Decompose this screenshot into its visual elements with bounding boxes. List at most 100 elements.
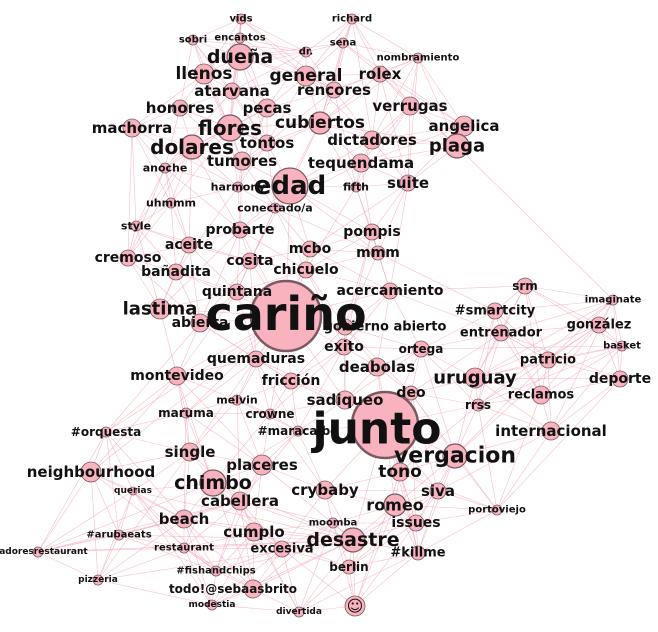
edge-cubiertos-fifth (319, 122, 357, 188)
edge-fishandchips-modestia (211, 570, 217, 606)
node-quemaduras (247, 350, 265, 368)
edge-encantos-sobri (192, 37, 241, 41)
edge-rencores-tontos (266, 89, 335, 144)
edge-beach-pradores (37, 518, 185, 553)
node-label-abierta: abierta (172, 315, 229, 331)
edge-berlin-excesiva (281, 548, 350, 568)
node-edad (271, 167, 309, 205)
edge-basket-reclamos (540, 345, 623, 396)
edge-acercamiento-mcbo (309, 248, 391, 292)
node-uhmmm (165, 197, 177, 209)
edge-nombramiento-richard (351, 18, 419, 59)
edge-cremoso-uhmmm (127, 202, 172, 259)
node-label-reclamos: reclamos (508, 388, 575, 403)
edge-romeo-smiley (354, 504, 396, 607)
node-encantos (234, 32, 246, 44)
edge-exito-friccion (290, 346, 345, 382)
node-crybaby (315, 480, 335, 500)
edge-reclamos-rrss (477, 394, 542, 406)
node-label-beach: beach (159, 510, 210, 528)
node-gabierto (336, 318, 354, 336)
edge-basket-rrss (477, 345, 623, 406)
edge-cubiertos-nombramiento (319, 57, 419, 124)
edge-orquesta-querias (105, 431, 134, 492)
edge-fifth-verrugas (355, 105, 411, 188)
edge-desastre-pradores (37, 539, 354, 553)
edge-chicuelo-probarte (239, 229, 307, 271)
edge-cabellera-melvin (236, 399, 241, 502)
node-label-suite: suite (387, 174, 429, 192)
edge-deo-siva (410, 392, 439, 492)
node-deabolas (367, 357, 387, 377)
node-label-crowne: crowne (245, 407, 294, 421)
edge-plaga-tequendama (360, 145, 458, 164)
edge-anoche-harmony (164, 167, 239, 188)
edge-berlin-siva (348, 490, 439, 568)
edge-anoche-honores (164, 107, 181, 169)
node-aceite (180, 236, 198, 254)
edge-pecas-tumores (241, 107, 268, 162)
edge-harmony-tontos (237, 142, 268, 188)
edge-excesiva-modestia (211, 548, 283, 606)
edge-atarvana-general (231, 75, 307, 92)
node-label-uruguay: uruguay (433, 368, 517, 389)
node-sadiqueo (335, 390, 355, 410)
node-suite (399, 174, 417, 192)
edge-exito-ortega (343, 346, 422, 350)
node-moomba (327, 517, 339, 529)
node-uruguay (464, 367, 486, 389)
node-lastima (149, 298, 171, 320)
node-smiley (344, 595, 366, 617)
edge-duena-tontos (239, 56, 268, 144)
edge-dr-richard (305, 18, 353, 53)
node-label-moomba: moomba (309, 518, 358, 529)
node-label-anoche: anoche (143, 162, 188, 175)
node-dr (300, 46, 312, 58)
edge-dr-llenos (203, 51, 307, 75)
edge-rencores-vids (240, 18, 335, 91)
node-abierta (190, 313, 210, 333)
node-duena (226, 43, 254, 71)
node-label-duena: dueña (207, 46, 273, 68)
node-label-placeres: placeres (226, 456, 298, 474)
node-vergacion (442, 443, 468, 469)
edge-cabellera-pradores (37, 500, 241, 553)
edge-dolares-style (135, 146, 193, 227)
node-label-divertida: divertida (276, 607, 322, 617)
edge-friccion-maracaibo (290, 380, 299, 432)
node-richard (346, 13, 358, 25)
edge-cabellera-fishandchips (215, 500, 241, 572)
node-label-smartcity: #smartcity (455, 304, 536, 319)
edge-romeo-vergacion (394, 455, 456, 506)
node-cumplo (244, 522, 264, 542)
node-label-sobri: sobri (179, 35, 207, 46)
edge-general-vids (240, 18, 307, 77)
edge-pizzeria-pradores (37, 551, 99, 581)
node-label-crybaby: crybaby (291, 481, 359, 499)
edge-cumplo-moomba (253, 522, 334, 533)
node-acercamiento (381, 282, 399, 300)
edge-aceite-cremoso (127, 244, 190, 259)
edge-harmony-machorra (131, 127, 239, 188)
node-label-excesiva: excesiva (250, 542, 313, 557)
edge-reclamos-srm (524, 285, 542, 396)
edge-chicuelo-cosita (249, 260, 307, 271)
edge-sobri-vids (192, 18, 242, 41)
node-label-mmm: mmm (356, 245, 400, 261)
edge-deporte-reclamos (540, 378, 621, 396)
edge-cremoso-dolares (127, 146, 193, 259)
edge-cosita-mcbo (249, 248, 311, 262)
edge-crowne-maracaibo (269, 413, 299, 432)
edge-abierta-probarte (199, 229, 241, 324)
edge-gonzalez-uruguay (474, 324, 600, 379)
edge-dictadores-rencores (333, 89, 373, 141)
edge-harmony-uhmmm (170, 186, 239, 204)
edge-beach-querias (132, 490, 185, 520)
edge-rolex-suite (379, 73, 409, 184)
node-label-deo: deo (396, 385, 426, 401)
edge-cabellera-excesiva (239, 500, 283, 550)
node-smartcity (486, 302, 504, 320)
node-tontos (258, 134, 276, 152)
node-llenos (193, 63, 215, 85)
edge-friccion-gabierto (290, 326, 346, 382)
